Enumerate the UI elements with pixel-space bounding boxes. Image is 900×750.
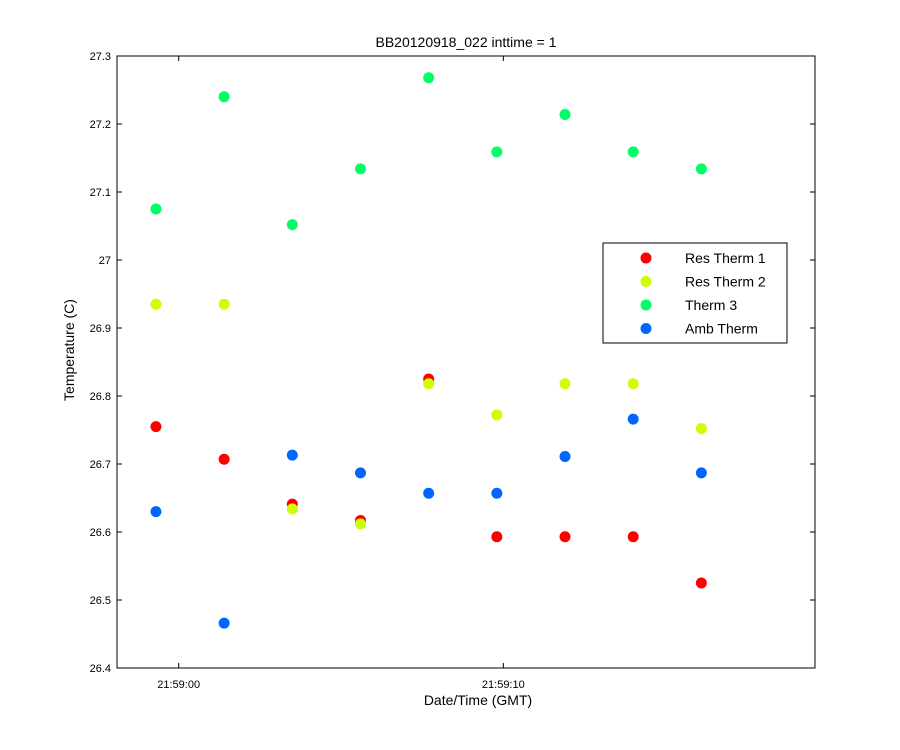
legend-label: Res Therm 1 <box>685 250 766 266</box>
data-point-res-therm-2 <box>286 503 298 515</box>
y-tick-label: 27.3 <box>90 51 111 63</box>
y-tick-label: 26.9 <box>90 323 111 335</box>
legend: Res Therm 1 Res Therm 2 Therm 3 Amb Therm <box>602 242 788 344</box>
legend-label: Amb Therm <box>685 321 758 337</box>
y-axis-title: Temperature (C) <box>61 299 77 401</box>
data-point-res-therm-2 <box>218 298 230 310</box>
data-point-res-therm-2 <box>150 298 162 310</box>
data-point-therm-3 <box>423 72 435 84</box>
data-point-res-therm-2 <box>491 409 503 421</box>
data-point-therm-3 <box>286 219 298 231</box>
data-point-amb-therm <box>423 487 435 499</box>
x-tick-label: 21:59:10 <box>482 679 525 691</box>
data-point-res-therm-1 <box>695 577 707 589</box>
data-point-therm-3 <box>150 203 162 215</box>
data-point-therm-3 <box>627 146 639 158</box>
data-point-amb-therm <box>354 467 366 479</box>
data-point-amb-therm <box>627 413 639 425</box>
data-point-amb-therm <box>218 617 230 629</box>
data-point-therm-3 <box>354 163 366 175</box>
plot-area <box>116 55 816 669</box>
y-tick-label: 26.7 <box>90 459 111 471</box>
data-point-amb-therm <box>150 506 162 518</box>
axes: 26.4 26.5 26.6 26.7 26.8 26.9 27 27.1 27.2 27.3 21… <box>90 51 815 691</box>
data-point-res-therm-1 <box>150 421 162 433</box>
data-points <box>150 72 707 629</box>
data-point-res-therm-1 <box>218 453 230 465</box>
data-point-amb-therm <box>559 451 571 463</box>
legend-marker <box>640 299 652 311</box>
data-point-res-therm-2 <box>559 378 571 390</box>
data-point-therm-3 <box>218 91 230 103</box>
legend-box <box>602 242 788 344</box>
data-point-res-therm-1 <box>559 531 571 543</box>
data-point-res-therm-2 <box>423 378 435 390</box>
data-point-res-therm-2 <box>354 518 366 530</box>
y-tick-label: 26.4 <box>90 663 111 675</box>
data-point-res-therm-2 <box>695 423 707 435</box>
y-tick-label: 27.1 <box>90 187 111 199</box>
y-tick-label: 27.2 <box>90 119 111 131</box>
data-point-therm-3 <box>695 163 707 175</box>
data-point-therm-3 <box>491 146 503 158</box>
legend-marker <box>640 276 652 287</box>
data-point-res-therm-1 <box>491 531 503 543</box>
legend-label: Res Therm 2 <box>685 274 766 290</box>
data-point-amb-therm <box>695 467 707 479</box>
data-point-res-therm-2 <box>627 378 639 390</box>
legend-marker <box>640 252 652 264</box>
y-tick-label: 26.5 <box>90 595 111 607</box>
y-tick-label: 26.6 <box>90 527 111 539</box>
y-tick-label: 27 <box>99 255 111 267</box>
data-point-res-therm-1 <box>627 531 639 543</box>
legend-marker <box>640 323 652 334</box>
x-axis-title: Date/Time (GMT) <box>424 692 532 708</box>
data-point-amb-therm <box>491 487 503 499</box>
chart-title: BB20120918_022 inttime = 1 <box>376 34 557 50</box>
x-tick-label: 21:59:00 <box>157 679 200 691</box>
y-tick-label: 26.8 <box>90 391 111 403</box>
legend-label: Therm 3 <box>685 297 737 313</box>
data-point-amb-therm <box>286 449 298 461</box>
data-point-therm-3 <box>559 108 571 120</box>
